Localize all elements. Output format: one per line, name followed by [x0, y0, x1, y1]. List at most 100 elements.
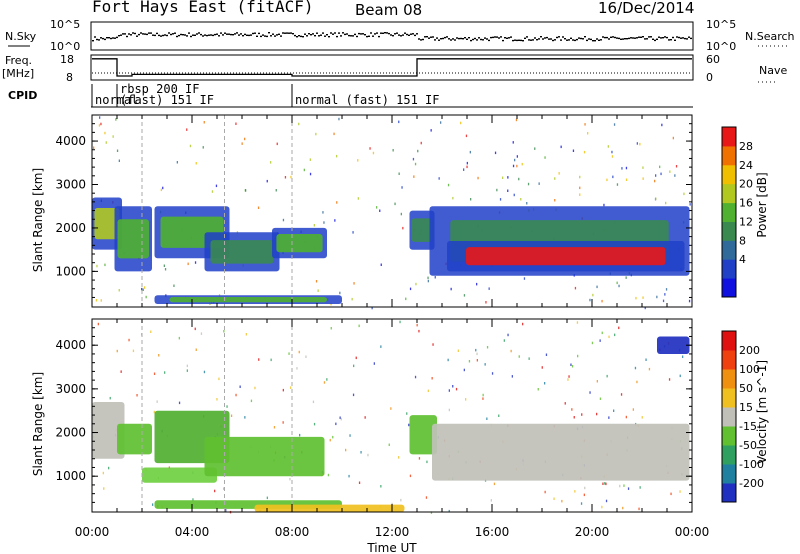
freq-unit-label: [MHz]	[2, 67, 34, 80]
scatter-speck	[689, 203, 691, 206]
scatter-speck	[380, 485, 382, 488]
nsky-point	[496, 36, 498, 38]
nsky-point	[224, 32, 226, 34]
nsky-point	[144, 33, 146, 35]
nsky-point	[682, 37, 684, 39]
scatter-speck	[523, 277, 526, 280]
scatter-speck	[648, 367, 651, 371]
nsky-point	[126, 35, 128, 38]
scatter-speck	[186, 369, 188, 372]
scatter-speck	[353, 282, 355, 285]
colorbar-tick-label: 16	[739, 197, 753, 210]
nsky-point	[234, 33, 236, 35]
scatter-speck	[244, 416, 246, 419]
scatter-speck	[317, 289, 319, 292]
colorbar-swatch	[722, 388, 736, 408]
nsky-point	[294, 34, 296, 37]
nsky-point	[320, 34, 322, 36]
nsky-point	[672, 36, 674, 39]
scatter-speck	[618, 326, 620, 330]
nsky-point	[112, 37, 114, 39]
x-axis-label: Time UT	[366, 541, 417, 554]
nsky-point	[264, 35, 266, 37]
scatter-speck	[412, 157, 415, 161]
nsky-point	[364, 34, 366, 36]
nsky-point	[410, 33, 412, 35]
nsky-point	[550, 38, 552, 40]
scatter-speck	[514, 158, 516, 162]
colorbar-swatch	[722, 369, 736, 389]
colorbar-swatch	[722, 464, 736, 484]
nsky-point	[328, 36, 330, 38]
scatter-speck	[340, 417, 342, 421]
scatter-speck	[448, 509, 450, 513]
scatter-speck	[186, 364, 188, 368]
nsky-point	[674, 39, 676, 41]
nsky-point	[482, 39, 484, 41]
nsky-point	[334, 32, 336, 34]
nsky-point	[256, 35, 258, 37]
power-panel: 1000 2000 3000 4000 28 24 20 16 12 8 4	[55, 114, 753, 310]
nsky-point	[524, 37, 526, 39]
scatter-speck	[290, 386, 292, 389]
nsky-point	[418, 38, 420, 40]
velocity-echo-region	[254, 504, 405, 512]
nsky-point	[690, 37, 692, 40]
scatter-speck	[153, 372, 156, 375]
power-echo-core	[117, 219, 149, 259]
scatter-speck	[641, 416, 643, 419]
scatter-speck	[511, 375, 513, 378]
nsky-point	[270, 35, 272, 37]
scatter-speck	[418, 457, 421, 460]
nsky-point	[606, 36, 608, 39]
scatter-speck	[541, 366, 543, 369]
colorbar-swatch	[722, 221, 736, 241]
nsky-point	[118, 35, 120, 37]
nsky-point	[640, 36, 642, 38]
nsky-label: N.Sky	[5, 30, 37, 43]
nsky-point	[186, 35, 188, 37]
nsky-point	[280, 35, 282, 37]
scatter-speck	[357, 197, 359, 200]
scatter-speck	[639, 142, 641, 146]
scatter-speck	[603, 203, 605, 207]
scatter-speck	[463, 294, 466, 297]
velocity-y-axis-label: Slant Range [km]	[31, 372, 45, 476]
scatter-speck	[583, 150, 586, 154]
velocity-echo-region	[92, 402, 125, 459]
nsky-point	[204, 34, 206, 36]
nsky-point	[190, 35, 192, 38]
scatter-speck	[605, 482, 607, 486]
scatter-speck	[413, 175, 415, 178]
scatter-speck	[572, 149, 575, 152]
scatter-speck	[203, 370, 206, 374]
nsky-point	[268, 32, 270, 34]
nsky-point	[454, 39, 456, 41]
scatter-speck	[373, 362, 375, 365]
scatter-speck	[390, 407, 392, 410]
nsky-point	[184, 34, 186, 36]
scatter-speck	[329, 438, 331, 442]
nsky-point	[162, 34, 164, 37]
nsky-point	[688, 36, 690, 38]
scatter-speck	[298, 122, 300, 126]
scatter-speck	[672, 136, 674, 140]
nsky-point	[156, 32, 158, 35]
nsky-point	[440, 38, 442, 40]
nsky-point	[170, 33, 172, 36]
nsky-point	[332, 33, 334, 35]
scatter-speck	[315, 132, 317, 136]
nsky-point	[532, 39, 534, 41]
scatter-speck	[313, 224, 315, 227]
power-echo-core	[210, 240, 274, 264]
date-title: 16/Dec/2014	[598, 0, 694, 17]
nsky-point	[128, 33, 130, 35]
nsky-point	[442, 37, 444, 40]
y-tick-label: 2000	[55, 426, 86, 440]
scatter-speck	[223, 330, 225, 333]
nsky-point	[542, 38, 544, 40]
scatter-speck	[448, 408, 450, 412]
power-echo-core	[411, 218, 433, 242]
nsky-point	[310, 34, 312, 36]
scatter-speck	[152, 503, 154, 506]
